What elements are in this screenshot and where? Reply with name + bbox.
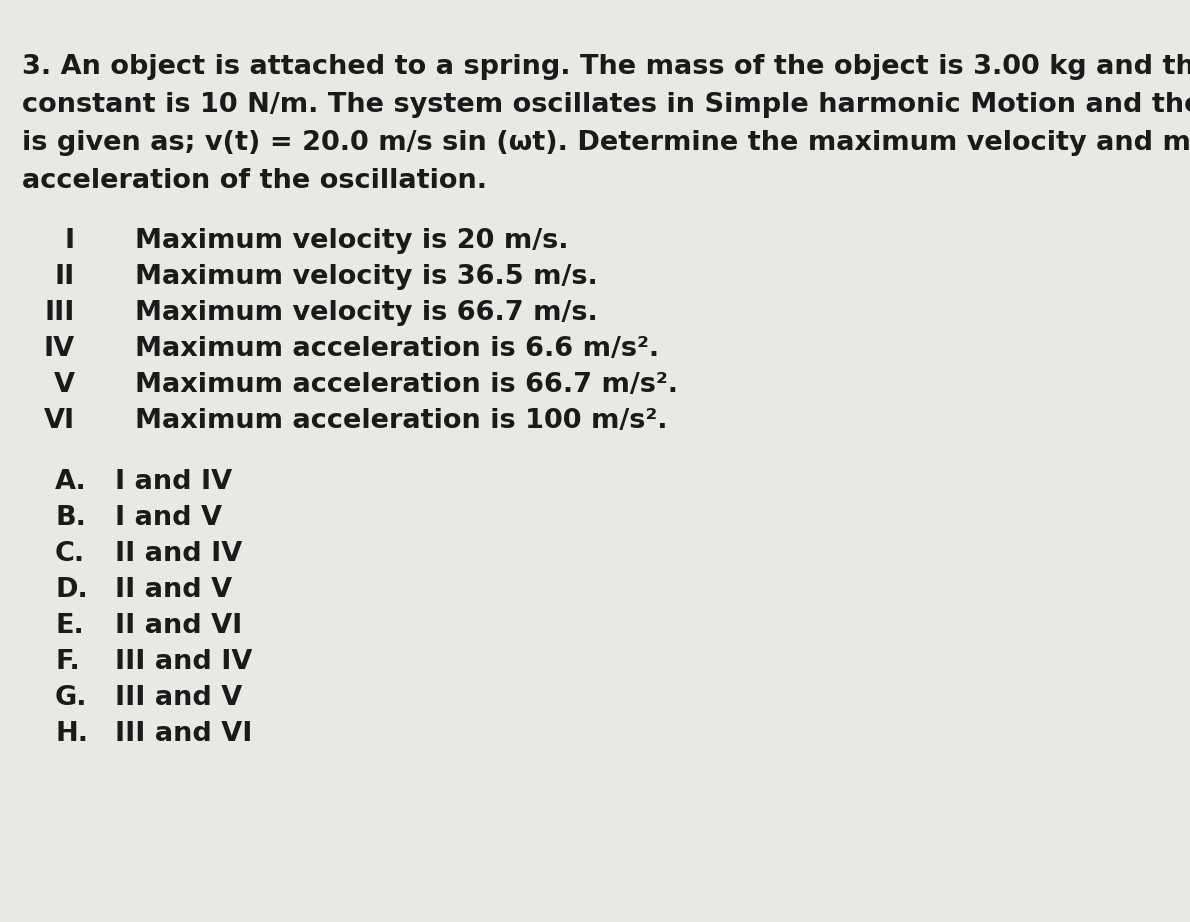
Text: D.: D. (55, 577, 88, 603)
Text: II and V: II and V (115, 577, 232, 603)
Text: A.: A. (55, 469, 87, 495)
Text: II: II (55, 264, 75, 290)
Text: Maximum velocity is 20 m/s.: Maximum velocity is 20 m/s. (134, 228, 569, 254)
Text: H.: H. (55, 721, 88, 747)
Text: Maximum acceleration is 100 m/s².: Maximum acceleration is 100 m/s². (134, 408, 668, 434)
Text: C.: C. (55, 541, 86, 567)
Text: Maximum acceleration is 66.7 m/s².: Maximum acceleration is 66.7 m/s². (134, 372, 678, 398)
Text: II and IV: II and IV (115, 541, 243, 567)
Text: III and IV: III and IV (115, 649, 252, 675)
Text: F.: F. (55, 649, 80, 675)
Text: is given as; v(t) = 20.0 m/s sin (ωt). Determine the maximum velocity and maximu: is given as; v(t) = 20.0 m/s sin (ωt). D… (21, 130, 1190, 156)
Text: Maximum acceleration is 6.6 m/s².: Maximum acceleration is 6.6 m/s². (134, 336, 659, 362)
Text: 3. An object is attached to a spring. The mass of the object is 3.00 kg and the : 3. An object is attached to a spring. Th… (21, 54, 1190, 80)
Text: I: I (65, 228, 75, 254)
Text: IV: IV (44, 336, 75, 362)
Text: III and VI: III and VI (115, 721, 252, 747)
Text: Maximum velocity is 66.7 m/s.: Maximum velocity is 66.7 m/s. (134, 300, 597, 326)
Text: II and VI: II and VI (115, 613, 243, 639)
Text: III: III (45, 300, 75, 326)
Text: E.: E. (55, 613, 83, 639)
Text: I and V: I and V (115, 505, 223, 531)
Text: B.: B. (55, 505, 86, 531)
Text: G.: G. (55, 685, 88, 711)
Text: constant is 10 N/m. The system oscillates in Simple harmonic Motion and the velo: constant is 10 N/m. The system oscillate… (21, 92, 1190, 118)
Text: VI: VI (44, 408, 75, 434)
Text: acceleration of the oscillation.: acceleration of the oscillation. (21, 168, 487, 194)
Text: III and V: III and V (115, 685, 243, 711)
Text: Maximum velocity is 36.5 m/s.: Maximum velocity is 36.5 m/s. (134, 264, 597, 290)
Text: I and IV: I and IV (115, 469, 232, 495)
Text: V: V (54, 372, 75, 398)
